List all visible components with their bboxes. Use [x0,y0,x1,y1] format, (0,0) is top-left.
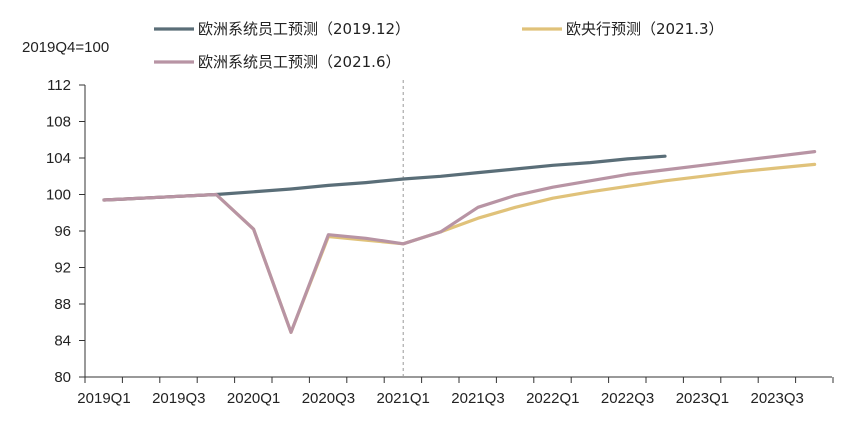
x-tick-label: 2022Q3 [601,390,654,407]
x-tick-label: 2019Q3 [152,390,205,407]
legend-label-1: 欧洲系统员工预测（2019.12） [198,20,410,38]
x-tick-label: 2019Q1 [77,390,130,407]
y-tick-label: 88 [54,296,71,313]
y-tick-label: 92 [54,260,71,277]
legend-label-2: 欧央行预测（2021.3） [566,20,724,38]
legend-label-3: 欧洲系统员工预测（2021.6） [198,53,401,71]
series-line-3 [102,150,817,334]
x-tick-label: 2023Q3 [751,390,804,407]
y-tick-label: 84 [54,333,71,350]
x-tick-label: 2021Q3 [451,390,504,407]
y-axis-label: 2019Q4=100 [22,39,109,56]
legend: 欧洲系统员工预测（2019.12） 欧央行预测（2021.3） 欧洲系统员工预测（2… [154,20,724,71]
x-axis: 2019Q1 2019Q3 2020Q1 2020Q3 2021Q1 2021Q3 2022… [77,376,834,407]
y-tick-label: 80 [54,369,71,386]
x-tick-label: 2022Q1 [526,390,579,407]
x-tick-label: 2021Q1 [377,390,430,407]
y-tick-label: 108 [46,114,71,131]
x-tick-label: 2020Q1 [227,390,280,407]
x-tick-label: 2020Q3 [302,390,355,407]
y-tick-label: 100 [46,187,71,204]
y-tick-label: 112 [47,77,71,94]
series-group [102,150,817,334]
series-line-2 [102,162,817,334]
y-tick-label: 104 [46,150,71,167]
x-tick-label: 2023Q1 [676,390,729,407]
y-tick-label: 96 [54,223,71,240]
y-axis: 80 84 88 92 96 100 104 108 112 [46,77,86,386]
